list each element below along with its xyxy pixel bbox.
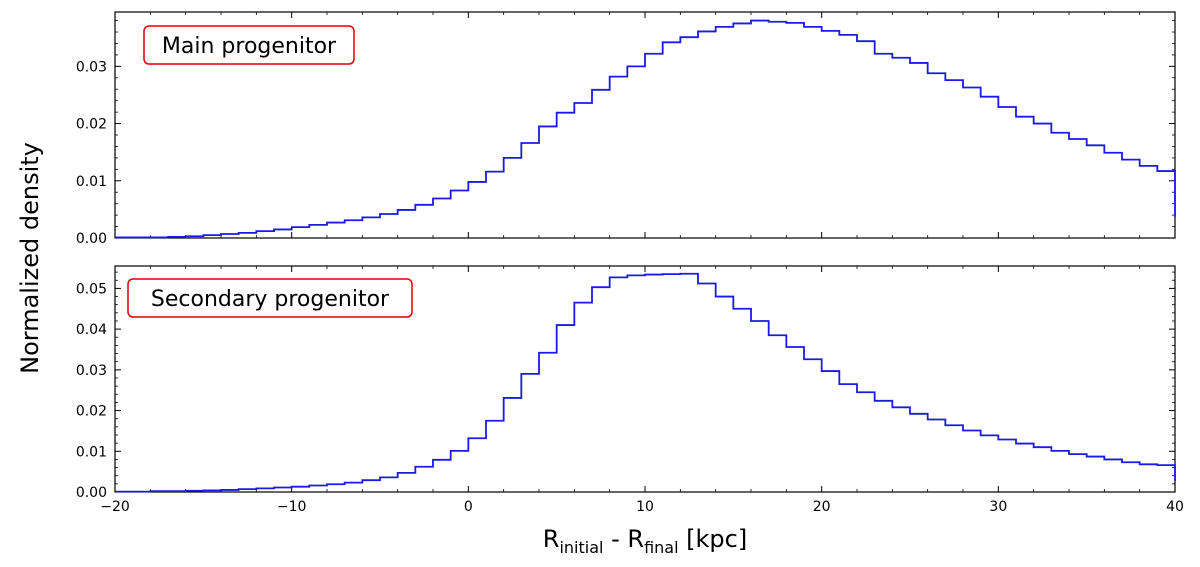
secondary-progenitor-histogram xyxy=(115,272,1176,493)
main-progenitor-histogram xyxy=(115,19,1176,239)
x-tick-label: 40 xyxy=(1166,499,1184,515)
x-tick-label: 20 xyxy=(813,499,831,515)
secondary-annotation-box xyxy=(127,278,413,318)
x-tick-label: 30 xyxy=(989,499,1007,515)
y-tick-label: 0.00 xyxy=(76,485,107,501)
y-tick-label: 0.02 xyxy=(76,117,107,133)
y-tick-label: 0.01 xyxy=(76,444,107,460)
y-tick-label: 0.01 xyxy=(76,174,107,190)
x-tick-label: 10 xyxy=(636,499,654,515)
main-annotation-box xyxy=(143,25,355,65)
x-tick-label: −20 xyxy=(100,499,130,515)
secondary-panel-y-tick-labels: 0.00 0.01 0.02 0.03 0.04 0.05 xyxy=(76,281,107,501)
secondary-progenitor-panel: 0.00 0.01 0.02 0.03 0.04 0.05 −20 −10 0 10 20 30 40… xyxy=(76,265,1184,515)
main-panel-y-tick-labels: 0.00 0.01 0.02 0.03 xyxy=(76,59,107,247)
secondary-annotation-text: Secondary progenitor xyxy=(151,287,390,312)
secondary-progenitor-annotation: Secondary progenitor xyxy=(127,278,413,318)
y-axis-title: Normalized density xyxy=(16,142,44,374)
y-tick-label: 0.05 xyxy=(76,281,107,297)
y-tick-label: 0.03 xyxy=(76,363,107,379)
x-tick-label: −10 xyxy=(277,499,307,515)
main-progenitor-panel: 0.00 0.01 0.02 0.03 Main progenitor xyxy=(76,11,1176,247)
x-tick-labels: −20 −10 0 10 20 30 40 xyxy=(100,499,1184,515)
y-tick-label: 0.04 xyxy=(76,322,107,338)
x-tick-label: 0 xyxy=(464,499,473,515)
x-axis-title: Rinitial - Rfinal [kpc] xyxy=(543,525,747,557)
main-progenitor-annotation: Main progenitor xyxy=(143,25,355,65)
y-tick-label: 0.02 xyxy=(76,404,107,420)
main-annotation-text: Main progenitor xyxy=(162,34,337,59)
y-tick-label: 0.00 xyxy=(76,231,107,247)
y-tick-label: 0.03 xyxy=(76,59,107,75)
